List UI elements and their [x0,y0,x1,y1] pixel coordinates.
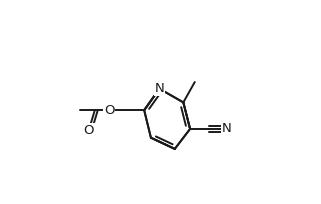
Text: O: O [104,104,114,117]
Text: N: N [155,82,164,95]
Text: N: N [221,122,231,135]
Text: O: O [83,124,94,137]
